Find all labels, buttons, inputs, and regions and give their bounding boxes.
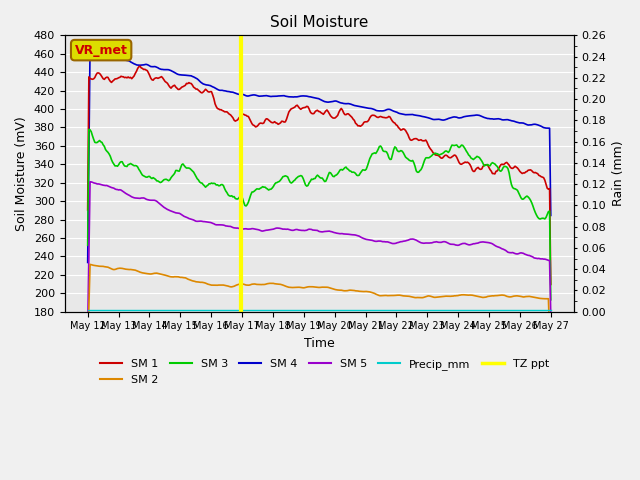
Line: SM 5: SM 5 [88, 182, 551, 329]
Precip_mm [139, 307, 147, 312]
SM 5 [431, 239, 439, 245]
SM 4 [466, 113, 474, 119]
SM 1 [466, 161, 474, 167]
SM 4 [86, 45, 94, 51]
Precip_mm [441, 307, 449, 312]
SM 3 [84, 242, 92, 248]
Text: VR_met: VR_met [75, 44, 127, 57]
Precip_mm [412, 307, 420, 312]
SM 3 [140, 173, 147, 179]
SM 5 [86, 179, 94, 185]
Legend: SM 1, SM 2, SM 3, SM 4, SM 5, Precip_mm, TZ ppt: SM 1, SM 2, SM 3, SM 4, SM 5, Precip_mm,… [95, 355, 554, 389]
SM 5 [84, 326, 92, 332]
Precip_mm [84, 307, 92, 312]
SM 5 [396, 239, 403, 245]
Precip_mm [465, 307, 472, 312]
SM 2 [547, 367, 555, 373]
Line: SM 4: SM 4 [88, 48, 551, 263]
SM 2 [84, 347, 92, 352]
SM 2 [413, 295, 421, 300]
Line: SM 2: SM 2 [88, 264, 551, 370]
SM 5 [466, 242, 474, 248]
SM 5 [140, 195, 147, 201]
SM 2 [431, 294, 439, 300]
SM 2 [86, 262, 94, 267]
SM 1 [547, 281, 555, 287]
SM 1 [84, 207, 92, 213]
SM 3 [431, 150, 439, 156]
SM 1 [136, 63, 144, 69]
SM 4 [396, 110, 403, 116]
SM 4 [140, 62, 147, 68]
SM 3 [547, 297, 555, 303]
SM 5 [442, 239, 450, 245]
Line: SM 1: SM 1 [88, 66, 551, 284]
SM 4 [547, 213, 555, 218]
Precip_mm [547, 307, 555, 312]
SM 3 [413, 169, 421, 175]
Precip_mm [430, 307, 438, 312]
Precip_mm [394, 307, 402, 312]
SM 1 [431, 152, 439, 158]
Y-axis label: Soil Moisture (mV): Soil Moisture (mV) [15, 116, 28, 231]
TZ ppt [237, 475, 245, 480]
SM 4 [84, 260, 92, 265]
SM 4 [413, 113, 421, 119]
Y-axis label: Rain (mm): Rain (mm) [612, 141, 625, 206]
SM 4 [431, 117, 439, 122]
X-axis label: Time: Time [304, 337, 335, 350]
SM 3 [396, 149, 403, 155]
SM 1 [396, 126, 403, 132]
SM 3 [85, 127, 93, 132]
SM 4 [442, 117, 450, 122]
SM 2 [140, 270, 147, 276]
SM 5 [413, 238, 421, 244]
SM 1 [140, 67, 147, 72]
SM 2 [396, 292, 403, 298]
SM 3 [466, 153, 474, 159]
SM 2 [466, 292, 474, 298]
SM 1 [442, 152, 450, 158]
TZ ppt [237, 474, 245, 480]
SM 3 [442, 148, 450, 154]
Title: Soil Moisture: Soil Moisture [270, 15, 369, 30]
SM 5 [547, 312, 555, 318]
SM 1 [413, 136, 421, 142]
SM 2 [442, 293, 450, 299]
Line: SM 3: SM 3 [88, 130, 551, 300]
